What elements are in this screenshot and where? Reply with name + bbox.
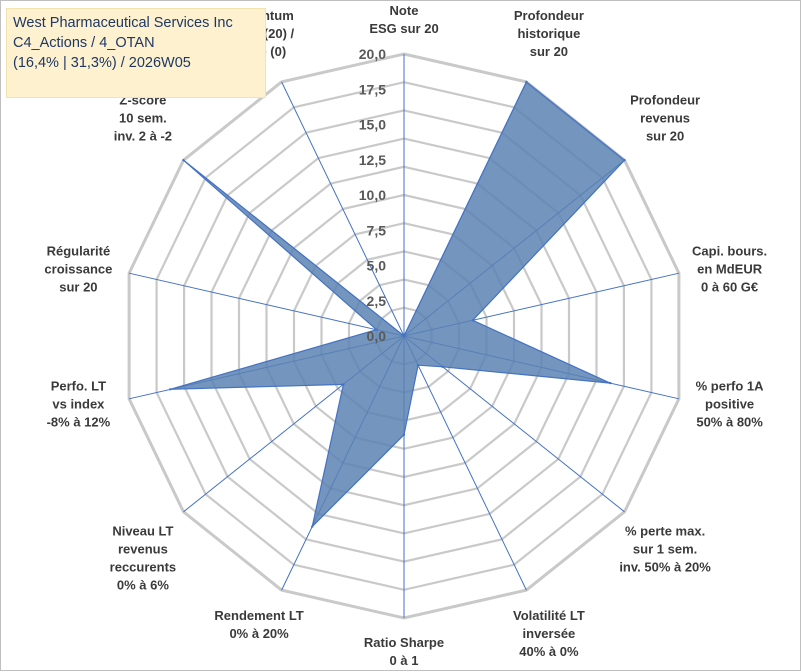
radial-tick-label: 20,0 — [359, 46, 386, 62]
category-label: Niveau LT revenus reccurents 0% à 6% — [110, 524, 176, 593]
category-label: Perfo. LT vs index -8% à 12% — [47, 379, 111, 430]
data-point — [609, 381, 612, 385]
data-point — [416, 364, 420, 367]
radial-tick-label: 5,0 — [367, 258, 387, 274]
data-point — [623, 159, 626, 162]
category-label: % perte max. sur 1 sem. inv. 50% à 20% — [619, 524, 711, 575]
radial-tick-label: 7,5 — [367, 222, 387, 238]
category-label: % perfo 1A positive 50% à 80% — [696, 379, 765, 430]
data-point — [471, 319, 474, 322]
data-point — [441, 365, 444, 368]
category-labels: Note ESG sur 20 Profondeur historique sur 20… — [44, 3, 767, 668]
category-label: Note ESG sur 20 — [369, 3, 438, 36]
category-label: Profondeur historique sur 20 — [514, 8, 584, 59]
chart-title-box: West Pharmaceutical Services Inc C4_Acti… — [6, 8, 266, 98]
svg-text:% perte max.sur 1 sem.inv. 50%: % perte max. sur 1 sem. inv. 50% à 20% — [619, 524, 711, 575]
data-point — [375, 328, 378, 331]
spoke-line — [128, 272, 405, 337]
radial-tick-label: 2,5 — [367, 293, 387, 309]
category-label: Profondeur revenus sur 20 — [630, 93, 700, 144]
category-label: Ratio Sharpe 0 à 1 — [364, 635, 444, 668]
radial-tick-label: 12,5 — [359, 152, 386, 168]
radial-tick-labels: 0,0 2,5 5,0 7,5 10,0 12,5 15,0 17,5 20,0 — [359, 46, 386, 344]
radial-tick-label: 17,5 — [359, 81, 386, 97]
chart-title-company: West Pharmaceutical Services Inc — [13, 15, 233, 31]
spoke-line — [403, 335, 527, 591]
radial-tick-label: 15,0 — [359, 117, 386, 133]
data-point — [525, 80, 528, 84]
category-label: Régularité croissance sur 20 — [44, 243, 112, 294]
data-point — [402, 433, 406, 436]
category-label: Z-score 10 sem. inv. 2 à -2 — [114, 93, 172, 144]
svg-text:Rendement LT0% à 20%: Rendement LT 0% à 20% — [214, 608, 303, 641]
data-point — [342, 383, 345, 386]
series-area — [170, 80, 626, 529]
category-label: Capi. bours. en MdEUR 0 à 60 G€ — [692, 243, 767, 294]
chart-title-category: C4_Actions / 4_OTAN — [13, 35, 155, 51]
spoke-line — [281, 81, 405, 337]
data-point — [311, 525, 314, 528]
category-label: Volatilité LT inversée 40% à 0% — [513, 608, 585, 659]
radial-tick-label: 0,0 — [367, 328, 387, 344]
radar-series — [169, 80, 626, 529]
category-label: Rendement LT 0% à 20% — [214, 608, 303, 641]
data-point — [402, 334, 406, 338]
data-point — [169, 388, 172, 391]
data-point — [182, 159, 185, 162]
radial-tick-label: 10,0 — [359, 187, 386, 203]
chart-title-stats: (16,4% | 31,3%) / 2026W05 — [13, 55, 191, 71]
